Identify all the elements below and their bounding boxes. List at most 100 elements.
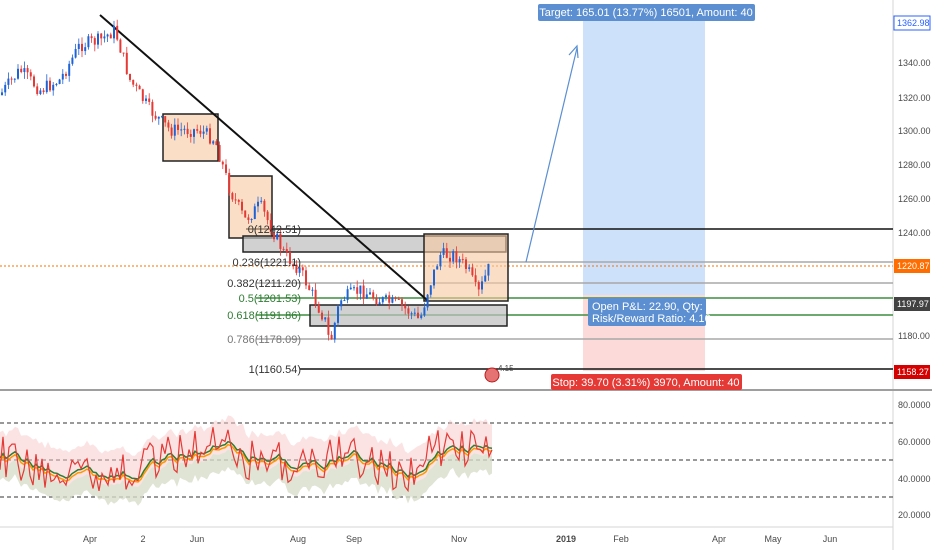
candle-body [260, 200, 263, 202]
candle-body [337, 306, 339, 323]
candle-body [186, 128, 189, 135]
candle-body [257, 201, 259, 207]
candle-body [282, 248, 285, 250]
candle-body [301, 267, 304, 271]
candle-body [122, 52, 125, 54]
candle-body [445, 248, 448, 258]
candle-body [202, 131, 205, 134]
candle-body [234, 199, 237, 201]
time-label: Aug [290, 534, 306, 544]
candle-body [266, 211, 269, 221]
stop-label-box[interactable] [551, 374, 742, 390]
candle-body [167, 122, 170, 128]
candle-body [381, 297, 384, 303]
candle-body [68, 63, 71, 76]
time-label: Apr [83, 534, 97, 544]
candle-body [45, 80, 48, 93]
candle-body [269, 220, 272, 233]
stop-label: Stop: 39.70 (3.31%) 3970, Amount: 40 [552, 377, 739, 389]
candle-body [189, 134, 192, 137]
candle-body [77, 43, 80, 50]
candle-body [132, 79, 135, 85]
earnings-flag-icon[interactable] [484, 367, 500, 383]
fib-label-0382: 0.382(1211.20) [227, 278, 301, 290]
osc-tick: 40.0000 [898, 474, 931, 484]
candle-body [305, 270, 307, 286]
time-label: Jun [823, 534, 838, 544]
candle-body [308, 285, 311, 290]
price-tag-stop [894, 365, 930, 379]
candle-body [471, 267, 474, 276]
price-axis[interactable]: 1340.00 1320.00 1300.00 1280.00 1260.00 … [893, 15, 931, 379]
candle-body [394, 297, 397, 299]
candle-body [289, 252, 291, 265]
candlestick-series[interactable] [1, 19, 490, 343]
candle-body [49, 80, 51, 91]
pnl-label-box[interactable] [588, 298, 706, 326]
oscillator-pane[interactable] [0, 415, 893, 506]
rr-label: Risk/Reward Ratio: 4.16 [592, 313, 711, 325]
candle-body [413, 312, 416, 314]
candle-body [87, 36, 90, 48]
candle-body [148, 98, 151, 102]
price-tick: 1280.00 [898, 160, 931, 170]
candle-body [55, 83, 58, 85]
projection-arrow-line[interactable] [525, 47, 578, 263]
candle-body [170, 127, 173, 136]
price-tick: 1240.00 [898, 228, 931, 238]
candle-body [199, 130, 202, 134]
candle-body [205, 128, 208, 132]
candle-body [461, 259, 464, 261]
target-label-box[interactable] [538, 4, 755, 21]
price-tick: 1300.00 [898, 126, 931, 136]
candle-body [391, 297, 394, 303]
candle-body [161, 116, 163, 118]
candle-body [17, 68, 19, 79]
candle-body [429, 285, 432, 295]
candle-body [61, 73, 64, 80]
candle-body [26, 68, 29, 73]
candle-body [65, 73, 67, 76]
downtrend-line[interactable] [99, 14, 428, 301]
target-zone[interactable] [583, 18, 705, 295]
candle-body [52, 84, 55, 91]
time-label: Apr [712, 534, 726, 544]
candle-body [423, 307, 426, 316]
time-label: Jun [190, 534, 205, 544]
fib-label-05: 0.5(1201.53) [239, 293, 301, 305]
candle-body [436, 266, 439, 270]
candle-body [10, 78, 13, 80]
candle-body [487, 263, 490, 276]
fib-label-0786: 0.786(1178.09) [227, 334, 301, 346]
candle-body [84, 47, 87, 52]
candle-body [42, 90, 45, 93]
candle-body [263, 200, 266, 212]
candle-body [221, 161, 224, 165]
time-axis[interactable]: Apr 2 Jun Aug Sep Nov 2019 Feb Apr May J… [83, 534, 837, 544]
candle-body [433, 269, 435, 286]
osc-tick: 20.0000 [898, 510, 931, 520]
candle-body [13, 78, 16, 80]
candle-body [157, 116, 160, 119]
osc-axis[interactable]: 80.0000 60.0000 40.0000 20.0000 [898, 400, 931, 520]
candle-body [295, 264, 298, 273]
candle-body [103, 36, 106, 39]
price-tick: 1180.00 [898, 331, 930, 341]
candle-body [228, 172, 231, 194]
candle-body [369, 292, 371, 295]
candle-body [359, 285, 362, 294]
candle-body [109, 34, 112, 39]
candle-body [477, 282, 480, 290]
candle-body [404, 305, 407, 309]
candle-body [93, 38, 96, 45]
time-label: 2 [140, 534, 145, 544]
candle-body [23, 68, 26, 73]
candle-body [164, 116, 167, 123]
earnings-marker-label: 4.15 [498, 364, 514, 373]
candle-body [279, 233, 282, 249]
candle-body [378, 302, 381, 305]
time-label: 2019 [556, 534, 576, 544]
candle-body [36, 86, 39, 94]
candle-body [231, 193, 234, 200]
